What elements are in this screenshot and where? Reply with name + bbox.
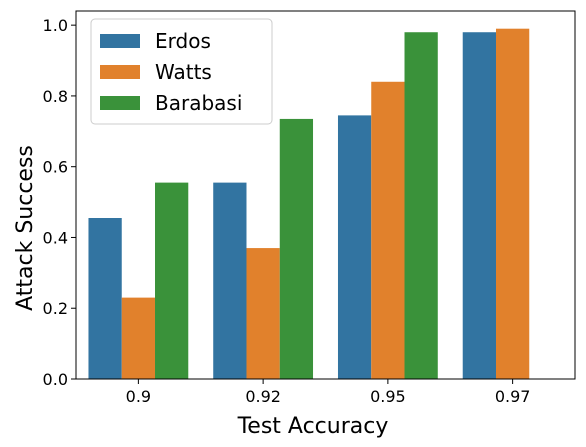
bar-erdos-0_97	[462, 32, 496, 379]
legend-label-barabasi: Barabasi	[155, 91, 242, 115]
bar-erdos-0_92	[213, 182, 247, 379]
bar-barabasi-0_9	[155, 182, 189, 379]
y-tick-label: 0.0	[43, 370, 68, 389]
y-tick-label: 0.2	[43, 299, 68, 318]
x-tick-label: 0.92	[245, 387, 281, 406]
plot-frame	[75, 10, 576, 380]
bar-watts-0_92	[246, 248, 280, 379]
y-tick-label: 0.8	[43, 87, 68, 106]
bar-barabasi-0_95	[404, 32, 438, 379]
legend-label-watts: Watts	[155, 60, 212, 84]
legend: Erdos Watts Barabasi	[90, 18, 273, 125]
legend-swatch-barabasi	[100, 96, 140, 110]
legend-label-erdos: Erdos	[155, 29, 211, 53]
y-axis-label: Attack Success	[13, 145, 38, 311]
ticks-layer: 0.0 0.2 0.4 0.6 0.8 1.0 0.9 0.92 0.95 0.97	[43, 16, 531, 406]
legend-swatch-erdos	[100, 34, 140, 48]
bars-layer	[88, 28, 530, 380]
bar-erdos-0_9	[88, 218, 122, 379]
bar-watts-0_9	[121, 297, 156, 379]
bar-erdos-0_95	[337, 115, 372, 379]
x-tick-label: 0.97	[495, 387, 531, 406]
legend-swatch-watts	[100, 65, 140, 79]
bar-watts-0_97	[495, 28, 530, 379]
bar-watts-0_95	[371, 81, 405, 380]
x-tick-label: 0.95	[370, 387, 406, 406]
y-tick-label: 1.0	[43, 16, 68, 35]
bar-barabasi-0_92	[279, 118, 314, 379]
x-tick-label: 0.9	[126, 387, 151, 406]
y-tick-label: 0.4	[43, 228, 68, 247]
x-axis-label: Test Accuracy	[237, 414, 389, 439]
axes-layer	[75, 10, 576, 380]
y-tick-label: 0.6	[43, 158, 68, 177]
